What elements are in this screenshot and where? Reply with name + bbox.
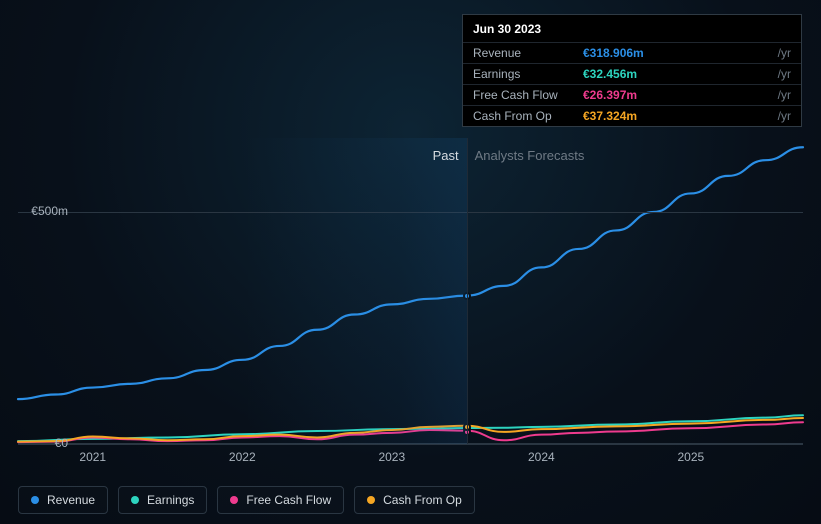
tooltip-row-value: €26.397m: [573, 85, 768, 106]
region-label-past: Past: [433, 148, 459, 163]
x-tick-label: 2021: [79, 450, 106, 464]
legend-swatch: [131, 496, 139, 504]
past-future-divider: [467, 138, 468, 444]
legend-item[interactable]: Revenue: [18, 486, 108, 514]
tooltip-row: Free Cash Flow€26.397m/yr: [463, 85, 801, 106]
legend-item[interactable]: Earnings: [118, 486, 207, 514]
x-tick-label: 2022: [229, 450, 256, 464]
gridline: [18, 212, 803, 213]
x-tick-label: 2025: [677, 450, 704, 464]
hover-tooltip: Jun 30 2023 Revenue€318.906m/yrEarnings€…: [462, 14, 802, 127]
legend-swatch: [367, 496, 375, 504]
x-axis: 2021 2022 2023 2024 2025: [18, 444, 803, 464]
legend-swatch: [230, 496, 238, 504]
legend: Revenue Earnings Free Cash Flow Cash From O…: [18, 486, 475, 514]
tooltip-row-unit: /yr: [768, 106, 801, 127]
tooltip-row: Cash From Op€37.324m/yr: [463, 106, 801, 127]
tooltip-row-key: Earnings: [463, 64, 573, 85]
legend-label: Free Cash Flow: [246, 493, 331, 507]
tooltip-table: Revenue€318.906m/yrEarnings€32.456m/yrFr…: [463, 42, 801, 126]
x-tick-label: 2024: [528, 450, 555, 464]
legend-label: Cash From Op: [383, 493, 462, 507]
plot-region[interactable]: [18, 138, 803, 444]
legend-item[interactable]: Free Cash Flow: [217, 486, 344, 514]
legend-swatch: [31, 496, 39, 504]
legend-label: Earnings: [147, 493, 194, 507]
series-svg: [18, 138, 803, 443]
region-label-forecast: Analysts Forecasts: [475, 148, 585, 163]
tooltip-row-value: €318.906m: [573, 43, 768, 64]
tooltip-title: Jun 30 2023: [463, 15, 801, 42]
tooltip-row-value: €37.324m: [573, 106, 768, 127]
tooltip-row-key: Revenue: [463, 43, 573, 64]
tooltip-row: Revenue€318.906m/yr: [463, 43, 801, 64]
legend-label: Revenue: [47, 493, 95, 507]
tooltip-row-value: €32.456m: [573, 64, 768, 85]
legend-item[interactable]: Cash From Op: [354, 486, 475, 514]
x-tick-label: 2023: [378, 450, 405, 464]
tooltip-row: Earnings€32.456m/yr: [463, 64, 801, 85]
tooltip-row-key: Free Cash Flow: [463, 85, 573, 106]
series-revenue: [18, 147, 803, 399]
tooltip-row-key: Cash From Op: [463, 106, 573, 127]
y-tick-label: €500m: [31, 204, 70, 218]
tooltip-row-unit: /yr: [768, 85, 801, 106]
tooltip-row-unit: /yr: [768, 43, 801, 64]
tooltip-row-unit: /yr: [768, 64, 801, 85]
